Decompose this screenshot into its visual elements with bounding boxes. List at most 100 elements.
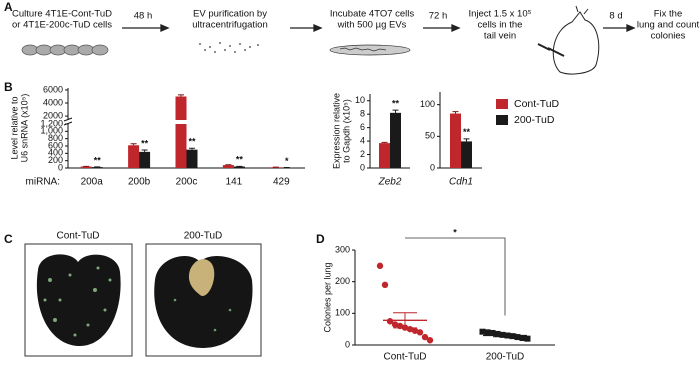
y-tick-label: 100 bbox=[420, 99, 435, 109]
legend-label: 200-TuD bbox=[514, 114, 555, 126]
arrow-label: 48 h bbox=[134, 11, 153, 22]
data-point bbox=[426, 337, 434, 344]
x-tick-label: 200a bbox=[81, 177, 104, 188]
panel-label: B bbox=[4, 80, 13, 94]
bar bbox=[450, 113, 461, 168]
data-point bbox=[376, 262, 384, 270]
mouse-icon bbox=[537, 5, 600, 75]
y-tick-label: 1,200 bbox=[40, 118, 63, 128]
legend-swatch bbox=[496, 115, 508, 125]
data-point bbox=[411, 327, 419, 334]
y-tick-label: 600 bbox=[48, 140, 63, 150]
error-bar bbox=[452, 111, 459, 114]
axis-title: Expression relative bbox=[331, 93, 341, 169]
error-bar bbox=[381, 141, 388, 144]
y-tick-label: 100 bbox=[335, 308, 350, 318]
bar bbox=[139, 151, 151, 168]
y-tick-label: 0 bbox=[360, 162, 365, 172]
data-point bbox=[484, 329, 491, 336]
data-point bbox=[514, 334, 521, 341]
y-tick-label: 0 bbox=[58, 162, 63, 172]
x-tick-label: Zeb2 bbox=[378, 177, 402, 188]
y-tick-label: 10 bbox=[355, 95, 365, 105]
x-tick-label: 200c bbox=[176, 177, 198, 188]
panel-label: D bbox=[316, 232, 325, 246]
step-text: Inject 1.5 x 10⁵ bbox=[468, 9, 531, 20]
bar bbox=[128, 145, 140, 168]
data-point bbox=[524, 335, 531, 342]
y-tick-label: 4 bbox=[360, 135, 365, 145]
error-bar bbox=[130, 143, 137, 146]
bar bbox=[91, 167, 103, 168]
lung-image bbox=[145, 243, 262, 357]
axis-title: Colonies per lung bbox=[322, 262, 332, 332]
arrow-label: 72 h bbox=[429, 11, 448, 22]
step-text: Incubate 4TO7 cells bbox=[330, 9, 415, 20]
cell-icons bbox=[21, 44, 109, 56]
bar bbox=[461, 141, 472, 168]
axis-title: U6 snRNA (x10⁵) bbox=[19, 94, 29, 163]
y-tick-label: 8 bbox=[360, 109, 365, 119]
legend-label: Cont-TuD bbox=[514, 98, 560, 110]
y-tick-label: 200 bbox=[48, 155, 63, 165]
step-text: or 4T1E-200c-TuD cells bbox=[12, 20, 112, 31]
bar bbox=[379, 143, 390, 168]
step-text: EV purification by bbox=[193, 9, 267, 20]
y-tick-label: 800 bbox=[48, 133, 63, 143]
error-bar bbox=[189, 147, 195, 150]
significance: * bbox=[285, 156, 289, 166]
bar bbox=[186, 149, 198, 168]
significance-bracket bbox=[405, 237, 506, 316]
error-bar bbox=[141, 149, 148, 152]
error-bar bbox=[392, 109, 399, 113]
x-tick-label: Cdh1 bbox=[449, 177, 473, 188]
x-tick-label: 200-TuD bbox=[486, 352, 525, 363]
sem-bar bbox=[393, 312, 417, 329]
bar bbox=[233, 166, 245, 168]
y-tick-label: 1,000 bbox=[40, 126, 63, 136]
panel-labels: A B C D bbox=[4, 0, 325, 246]
error-bar bbox=[178, 94, 184, 97]
step-text: tail vein bbox=[484, 31, 516, 42]
axis-title: Level relative to bbox=[9, 96, 19, 159]
data-point bbox=[479, 328, 486, 335]
step-text: colonies bbox=[651, 31, 686, 42]
y-tick-label: 0 bbox=[430, 162, 435, 172]
axis-title: to Gapdh (x10⁵) bbox=[341, 99, 351, 163]
image-title: 200-TuD bbox=[184, 231, 223, 242]
image-title: Cont-TuD bbox=[57, 231, 100, 242]
y-tick-label: 50 bbox=[425, 131, 435, 141]
bar bbox=[390, 112, 401, 168]
error-bar bbox=[463, 138, 470, 142]
step-text: with 500 µg EVs bbox=[337, 20, 407, 31]
x-tick-label: 429 bbox=[273, 177, 290, 188]
y-tick-label: 300 bbox=[335, 244, 350, 254]
lung-image bbox=[24, 243, 133, 357]
significance: ** bbox=[94, 155, 102, 165]
significance: ** bbox=[141, 138, 149, 148]
ev-dots bbox=[199, 42, 259, 53]
y-tick-label: 2000 bbox=[43, 110, 63, 120]
panel-label: A bbox=[4, 0, 13, 14]
y-tick-label: 6 bbox=[360, 122, 365, 132]
data-point bbox=[381, 281, 389, 289]
arrows bbox=[122, 24, 636, 32]
bar bbox=[175, 124, 187, 168]
step-text: cells in the bbox=[478, 20, 523, 31]
y-tick-label: 6000 bbox=[43, 84, 63, 94]
significance: ** bbox=[188, 137, 196, 147]
data-point bbox=[391, 321, 399, 328]
y-tick-label: 2 bbox=[360, 149, 365, 159]
bar bbox=[175, 96, 187, 120]
x-tick-label: 200b bbox=[128, 177, 151, 188]
data-point bbox=[416, 329, 424, 336]
y-tick-label: 400 bbox=[48, 148, 63, 158]
data-point bbox=[519, 335, 526, 342]
y-tick-label: 4000 bbox=[43, 97, 63, 107]
step-text: ultracentrifugation bbox=[192, 20, 268, 31]
data-point bbox=[489, 329, 496, 336]
step-text: lung and count bbox=[637, 20, 700, 31]
significance: * bbox=[453, 227, 457, 237]
